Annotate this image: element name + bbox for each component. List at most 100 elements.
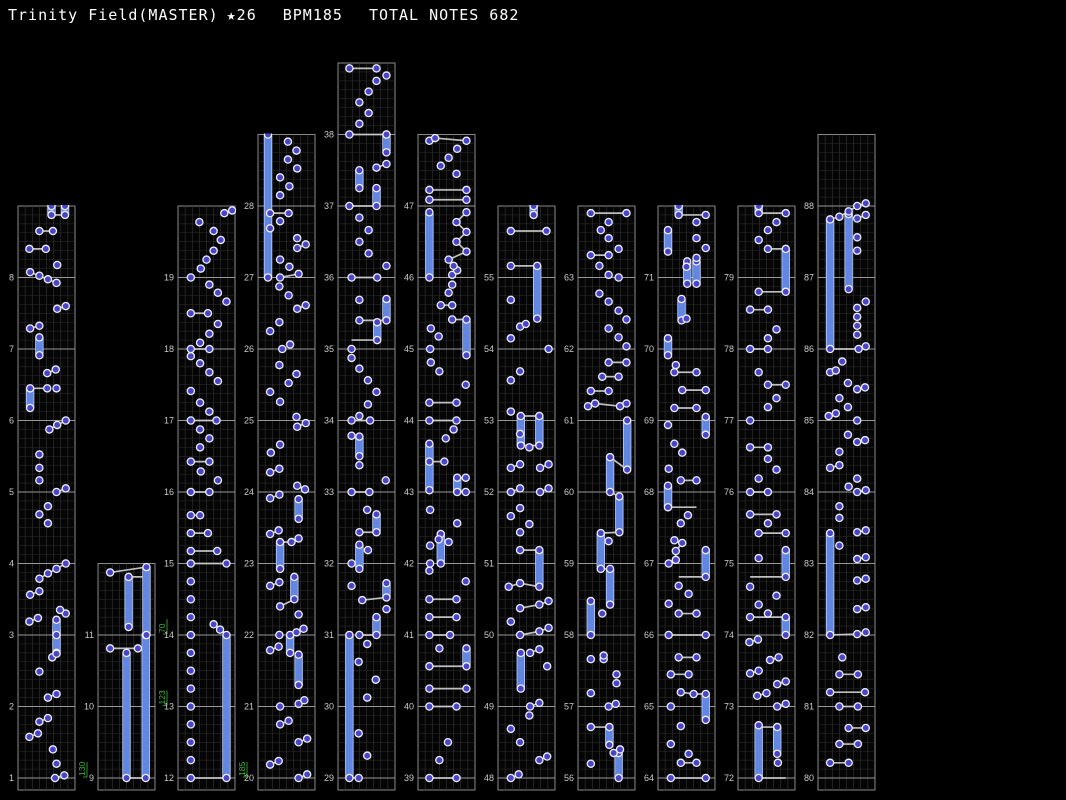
tap-note [186,648,196,658]
tap-note [425,457,434,466]
tap-note [105,568,115,577]
tap-note [682,314,691,323]
tap-note [142,630,151,640]
tap-note [355,432,364,441]
hold-note [516,652,525,690]
bpm-label: BPM185 [282,6,343,24]
tap-note [515,578,525,588]
measure-column: 29 30 31 32 33 34 35 36 37 38 [324,62,396,791]
measure-number: 29 [324,773,334,783]
tap-note [195,443,205,452]
hold-note [781,248,790,293]
tap-note [222,559,231,568]
tap-note [837,653,847,662]
tap-note [544,460,553,469]
tap-note [452,595,461,604]
measure-number: 73 [724,702,734,712]
measure-number: 56 [564,773,574,783]
tap-note [535,645,544,654]
tap-note [275,282,284,291]
tap-note [825,758,835,768]
tap-note [372,527,381,537]
tap-note [745,416,755,425]
tap-note [275,317,284,327]
measure-number: 35 [324,344,334,354]
tap-note [861,199,870,208]
tap-note [622,465,632,474]
tap-note [745,612,755,622]
tap-note [265,529,275,539]
tap-note [345,630,354,640]
tap-note [535,698,544,708]
tap-note [213,476,223,485]
tap-note [186,577,196,586]
tap-note [452,773,461,783]
tap-note [663,420,673,430]
tap-note [283,155,293,164]
tap-note [615,745,625,754]
tap-note [516,441,526,450]
tap-note [302,770,312,779]
tap-note [275,702,285,711]
tap-note [50,773,60,783]
tap-note [292,233,302,243]
tap-note [752,691,762,701]
tap-note [774,653,783,662]
tap-note [844,482,853,491]
measure-column: 39 40 41 42 43 44 45 46 47 [404,133,476,791]
tap-note [435,755,444,765]
measure-number: 2 [9,702,14,712]
tap-note [355,564,364,574]
tap-note [622,315,631,324]
hold-note [532,265,542,320]
tap-note [43,693,53,702]
tap-note [372,163,381,172]
tap-note [294,680,303,690]
tap-note [843,378,853,388]
tap-note [365,416,375,425]
tap-note [355,527,364,537]
tap-note [43,502,53,511]
tap-note [266,448,276,457]
tap-note [195,217,204,227]
tap-note [61,301,70,311]
measure-number: 86 [804,344,814,354]
tap-note [447,300,457,310]
tap-note [506,487,516,497]
tap-note [781,244,790,254]
tap-note [52,649,61,659]
tap-note [444,288,453,297]
tap-note [861,574,870,583]
tap-note [425,595,434,604]
tap-note [275,397,285,406]
measure-number: 9 [89,773,94,783]
tap-note [605,740,614,750]
tap-note [435,644,444,653]
tap-note [290,595,299,604]
tap-note [763,334,773,343]
tap-note [209,620,218,629]
tap-note [677,448,687,457]
tap-note [301,240,310,249]
tap-note [622,358,631,367]
tap-note [852,554,862,564]
measure-number: 28 [244,201,254,211]
tap-note [203,528,213,538]
tap-note [682,279,692,289]
tap-note [835,513,844,523]
tap-note [275,720,285,729]
tap-note [285,262,294,272]
measure-number: 63 [564,273,574,283]
measure-number: 77 [724,416,734,426]
tap-note [763,380,773,389]
tap-note [43,713,53,723]
tap-note [701,715,710,725]
tap-note [186,559,196,568]
tap-note [664,559,673,568]
hold-note [535,549,544,588]
tap-note [754,287,763,297]
tap-note [284,378,293,388]
tap-note [345,64,354,73]
measure-column: 48 49 50 51 52 53 54 55 [484,205,556,791]
measure-column: 1 2 3 4 5 6 7 8 130 [9,205,88,791]
